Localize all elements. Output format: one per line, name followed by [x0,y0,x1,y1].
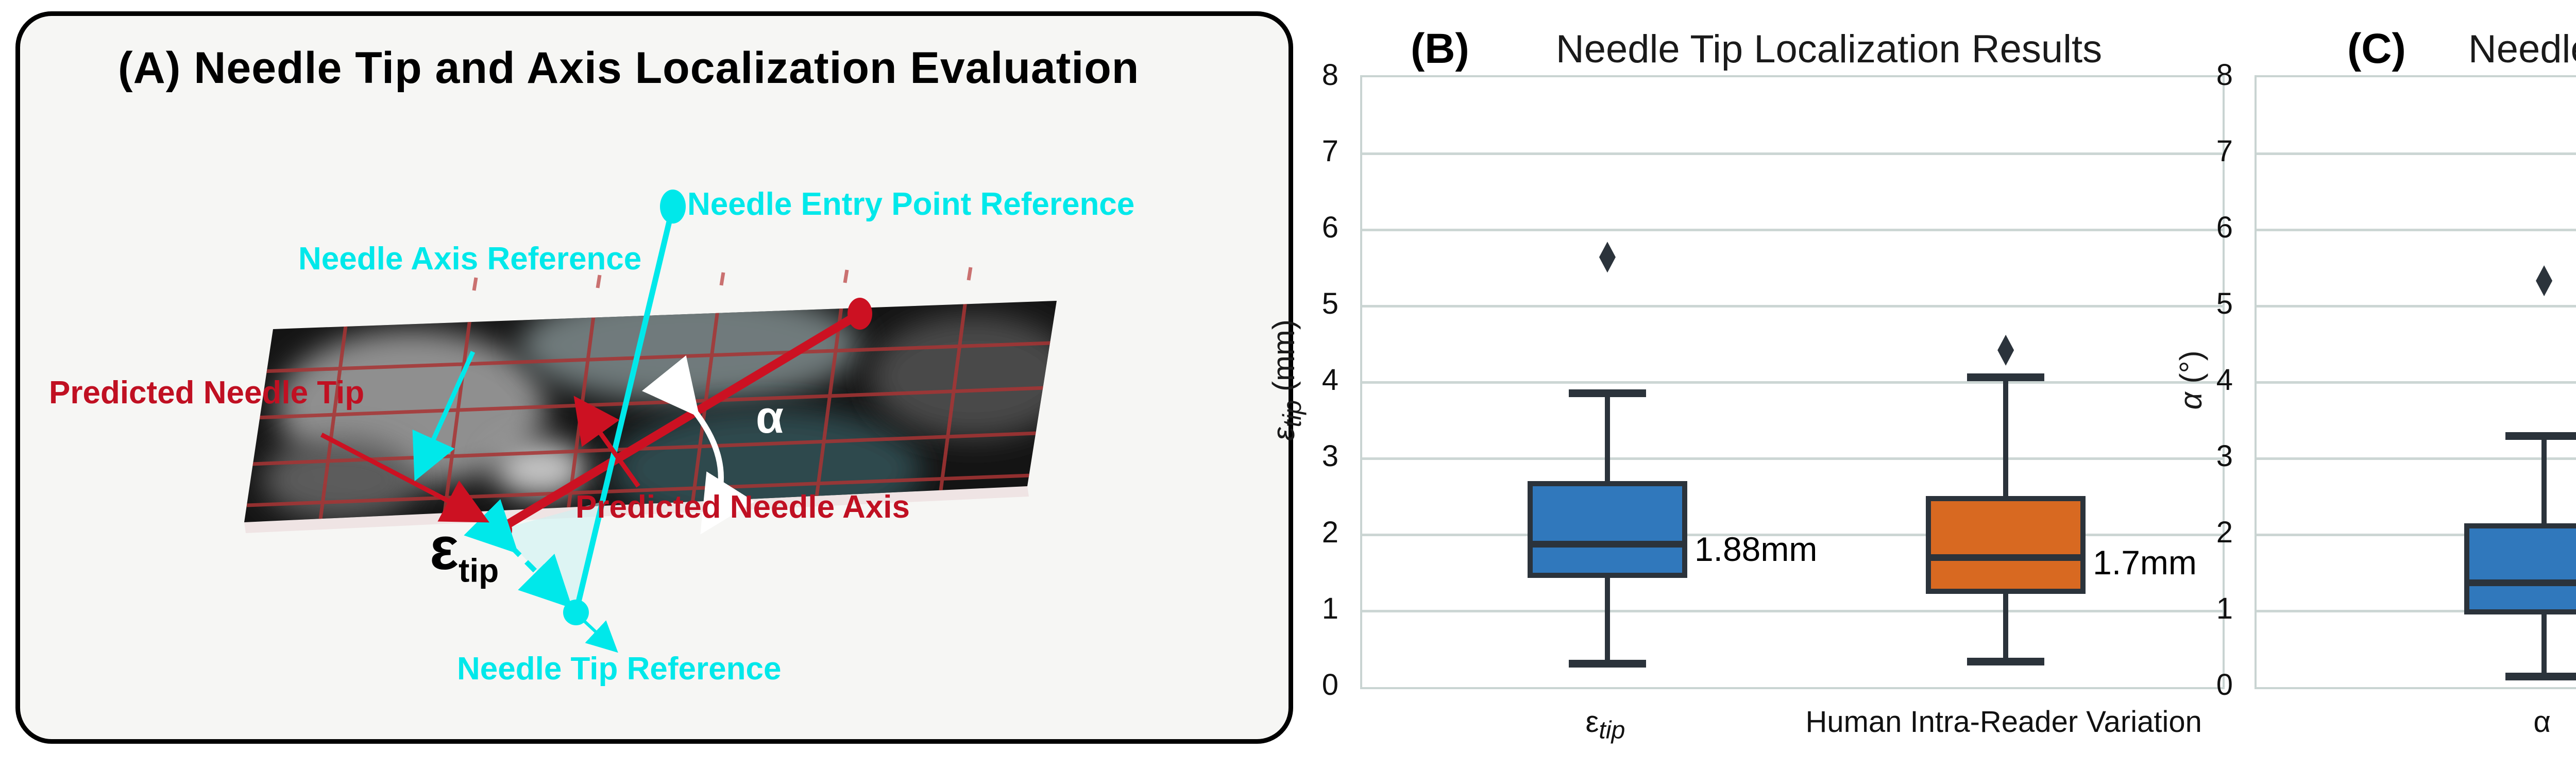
y-tick-label: 5 [2216,287,2233,320]
panel-c-title: Needle Axis Localization Results [2468,27,2576,71]
y-tick-label: 3 [1321,439,1338,473]
y-tick-label: 2 [1321,516,1338,549]
outlier-diamond [2536,265,2553,297]
y-tick-label: 0 [2216,668,2233,702]
y-tick-label: 0 [1321,668,1338,702]
whisker-cap-high [1967,373,2045,381]
median-line [2468,579,2576,587]
gridline [1362,152,2223,155]
outlier-diamond [1997,334,2014,366]
x-tick-label: Human Intra-Reader Variation [1805,705,2202,739]
label-predicted-needle-tip: Predicted Needle Tip [49,375,365,411]
whisker-cap-low [2505,673,2576,681]
y-tick-label: 8 [2216,58,2233,92]
median-line [1531,540,1683,548]
box [1527,481,1687,578]
alpha-angle-arc [641,355,755,535]
epsilon-tip-symbol: εtip [430,515,499,589]
gridline [1362,609,2223,612]
median-annotation: 1.88mm [1694,529,1818,568]
y-tick-label: 5 [1321,287,1338,320]
y-tick-label: 6 [2216,211,2233,244]
gridline [2257,152,2576,155]
y-tick-label: 2 [2216,516,2233,549]
gridline [2257,381,2576,384]
y-tick-label: 7 [2216,134,2233,168]
needle-schematic-drawing [244,190,1057,653]
panel-c-tag: (C) [2347,25,2406,72]
outlier-diamond [1599,242,1616,273]
gridline [1362,381,2223,384]
whisker-cap-high [1568,389,1646,397]
gridline [2257,304,2576,307]
y-tick-label: 7 [1321,134,1338,168]
gridline [2257,609,2576,612]
median-annotation: 1.7mm [2093,543,2197,582]
y-tick-label: 8 [1321,58,1338,92]
tip-reference-pointer-arrow [581,618,618,653]
y-tick-label: 6 [1321,211,1338,244]
panel-a-title: (A) Needle Tip and Axis Localization Eva… [118,43,1140,93]
median-line [1930,554,2082,561]
label-needle-axis-reference: Needle Axis Reference [298,241,642,277]
y-tick-label: 4 [1321,363,1338,397]
label-predicted-needle-axis: Predicted Needle Axis [575,489,910,525]
x-tick-label: α [2533,705,2551,739]
gridline [1362,533,2223,536]
gridline [2257,228,2576,231]
label-needle-tip-reference: Needle Tip Reference [457,651,782,687]
grid-overshoot-ticks [472,267,973,291]
label-needle-entry-point-reference: Needle Entry Point Reference [687,186,1135,222]
panel-b-title: Needle Tip Localization Results [1555,27,2103,71]
needle-entry-point-reference-dot [660,190,686,224]
panel-b-plot-area [1360,75,2225,689]
predicted-needle-entry-dot [848,298,872,330]
y-tick-label: 3 [2216,439,2233,473]
y-tick-label: 1 [1321,592,1338,625]
x-tick-label: εtip [1585,705,1625,744]
y-tick-label: 1 [2216,592,2233,625]
predicted-axis-pointer-arrow [573,396,640,488]
whisker-cap-high [2505,432,2576,440]
gridline [1362,228,2223,231]
gridline [2257,533,2576,536]
panel-b-tag: (B) [1411,25,1469,72]
predicted-tip-pointer-arrow [320,433,489,523]
panel-a: (A) Needle Tip and Axis Localization Eva… [15,11,1293,744]
gridline [1362,457,2223,460]
panel-c-plot-area [2255,75,2576,689]
whisker-cap-low [1568,660,1646,668]
whisker-cap-low [1967,657,2045,665]
gridline [1362,304,2223,307]
box [1926,495,2086,594]
gridline [2257,457,2576,460]
box [2464,523,2576,615]
axis-reference-pointer-arrow [412,351,476,482]
y-tick-label: 4 [2216,363,2233,397]
alpha-symbol: α [756,391,784,442]
